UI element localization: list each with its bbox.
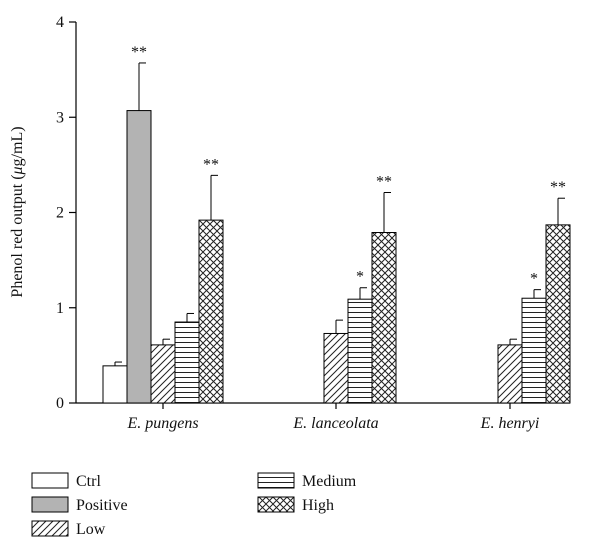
bar: [126, 110, 152, 404]
significance-label: *: [530, 271, 538, 288]
significance-label: **: [131, 44, 147, 61]
x-tick-label: E. lanceolata: [292, 415, 378, 432]
y-axis-label-suffix: g/mL): [9, 126, 26, 166]
legend-swatch: [257, 496, 295, 513]
significance-label: **: [203, 156, 219, 173]
bar: [174, 321, 200, 404]
y-tick-label: 0: [56, 395, 64, 412]
y-axis-label-mu: μ: [9, 166, 26, 175]
legend-label: Ctrl: [76, 473, 101, 490]
significance-label: **: [376, 173, 392, 190]
x-tick-label: E. pungens: [126, 415, 198, 432]
significance-label: *: [356, 269, 364, 286]
bar: [323, 332, 349, 404]
legend-label: Medium: [302, 473, 357, 490]
legend-swatch: [31, 496, 69, 513]
legend-swatch: [31, 472, 69, 489]
significance-label: **: [550, 179, 566, 196]
legend: Ctrl Positive Low Medium High: [31, 472, 357, 538]
bar: [198, 219, 224, 404]
x-tick-label: E. henryi: [480, 415, 540, 432]
bars: **********: [102, 44, 571, 404]
legend-label: Positive: [76, 497, 128, 514]
bar: [150, 344, 176, 404]
y-tick-label: 4: [56, 14, 64, 31]
x-axis: E. pungens E. lanceolata E. henryi: [76, 402, 570, 432]
y-tick-label: 2: [56, 205, 64, 222]
y-tick-label: 1: [56, 300, 64, 317]
y-tick-label: 3: [56, 109, 64, 126]
legend-swatch: [31, 520, 69, 537]
legend-swatch: [257, 472, 295, 489]
y-axis: 0 1 2 3 4: [56, 14, 77, 412]
y-axis-label: Phenol red output (μg/mL): [9, 126, 26, 297]
legend-label: Low: [76, 521, 106, 538]
bar: [347, 298, 373, 404]
bar: [545, 224, 571, 404]
legend-label: High: [302, 497, 334, 514]
bar: [102, 365, 128, 404]
y-axis-label-prefix: Phenol red output (: [9, 174, 26, 297]
bar: [371, 232, 397, 404]
bar: [521, 297, 547, 404]
bar: [497, 344, 523, 404]
